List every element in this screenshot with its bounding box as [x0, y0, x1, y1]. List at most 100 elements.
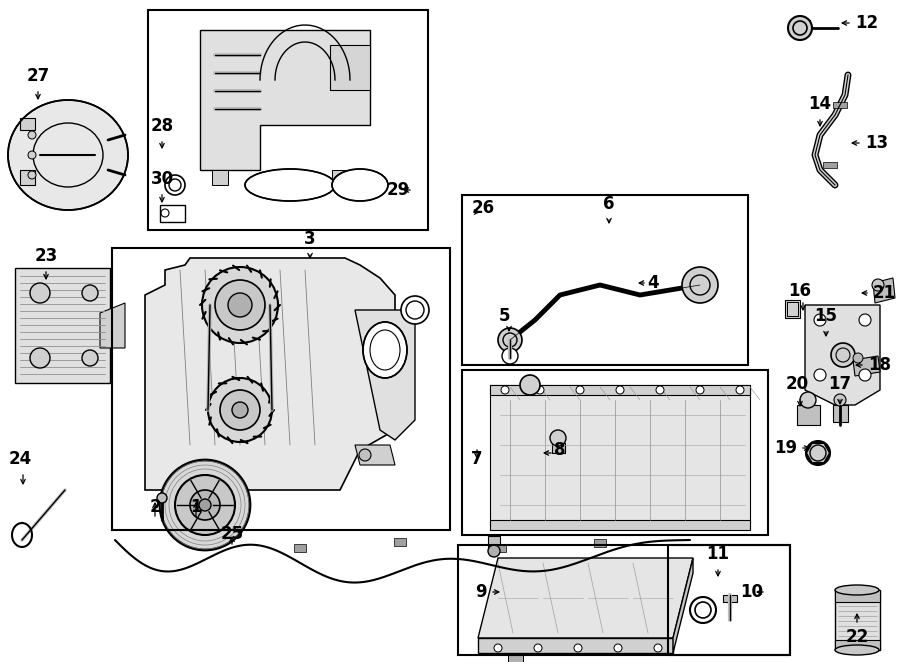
Text: 28: 28 — [150, 117, 174, 135]
Text: 6: 6 — [603, 195, 615, 213]
Ellipse shape — [160, 460, 250, 550]
Ellipse shape — [614, 644, 622, 652]
Ellipse shape — [814, 314, 826, 326]
Polygon shape — [478, 638, 673, 653]
Ellipse shape — [401, 296, 429, 324]
Ellipse shape — [536, 386, 544, 394]
Text: 26: 26 — [472, 199, 495, 217]
Ellipse shape — [28, 131, 36, 139]
Text: 9: 9 — [475, 583, 487, 601]
Text: 11: 11 — [706, 545, 730, 563]
Ellipse shape — [696, 386, 704, 394]
Ellipse shape — [215, 280, 265, 330]
Polygon shape — [330, 45, 370, 90]
Polygon shape — [20, 118, 35, 130]
Ellipse shape — [175, 475, 235, 535]
Ellipse shape — [831, 343, 855, 367]
Ellipse shape — [208, 378, 272, 442]
Polygon shape — [294, 544, 306, 552]
Polygon shape — [490, 385, 750, 395]
Ellipse shape — [28, 151, 36, 159]
Text: 5: 5 — [499, 307, 509, 325]
Ellipse shape — [534, 644, 542, 652]
Text: 16: 16 — [788, 282, 812, 300]
Bar — [462, 195, 748, 365]
Ellipse shape — [576, 386, 584, 394]
Text: 19: 19 — [774, 439, 797, 457]
Ellipse shape — [363, 322, 407, 378]
Text: 24: 24 — [8, 450, 32, 468]
Polygon shape — [490, 520, 750, 530]
Ellipse shape — [574, 644, 582, 652]
Polygon shape — [835, 640, 880, 650]
Text: 3: 3 — [304, 230, 316, 248]
Ellipse shape — [788, 16, 812, 40]
Polygon shape — [805, 305, 880, 405]
Text: 4: 4 — [647, 274, 659, 292]
Ellipse shape — [8, 100, 128, 210]
Ellipse shape — [859, 314, 871, 326]
Ellipse shape — [502, 348, 518, 364]
Polygon shape — [488, 536, 500, 548]
Ellipse shape — [190, 490, 220, 520]
Text: 29: 29 — [387, 181, 410, 199]
Polygon shape — [552, 443, 565, 453]
Text: 1: 1 — [190, 498, 202, 516]
Text: 8: 8 — [554, 441, 565, 459]
Text: 23: 23 — [34, 247, 58, 265]
Polygon shape — [833, 102, 847, 108]
Text: 22: 22 — [845, 628, 868, 646]
Ellipse shape — [859, 369, 871, 381]
Ellipse shape — [806, 441, 830, 465]
Polygon shape — [798, 20, 810, 28]
Ellipse shape — [682, 267, 718, 303]
Polygon shape — [272, 170, 288, 185]
Text: 27: 27 — [26, 67, 50, 85]
Bar — [668, 545, 790, 655]
Text: 14: 14 — [808, 95, 832, 113]
Text: 20: 20 — [786, 375, 808, 393]
Ellipse shape — [30, 283, 50, 303]
Polygon shape — [332, 170, 348, 185]
Text: 18: 18 — [868, 356, 891, 374]
Ellipse shape — [82, 285, 98, 301]
Ellipse shape — [800, 392, 816, 408]
Ellipse shape — [359, 449, 371, 461]
Polygon shape — [494, 544, 506, 552]
Polygon shape — [594, 539, 606, 547]
Polygon shape — [145, 258, 395, 490]
Polygon shape — [200, 30, 370, 170]
Ellipse shape — [488, 545, 500, 557]
Polygon shape — [873, 278, 895, 303]
Ellipse shape — [656, 386, 664, 394]
Polygon shape — [100, 303, 125, 348]
Polygon shape — [823, 162, 837, 168]
Text: 13: 13 — [865, 134, 888, 152]
Ellipse shape — [654, 644, 662, 652]
Text: 21: 21 — [873, 284, 896, 302]
Ellipse shape — [834, 394, 846, 406]
Polygon shape — [835, 590, 880, 650]
Ellipse shape — [498, 328, 522, 352]
Polygon shape — [212, 170, 228, 185]
Polygon shape — [490, 385, 750, 525]
Polygon shape — [673, 558, 693, 653]
Text: 30: 30 — [150, 170, 174, 188]
Polygon shape — [853, 356, 880, 376]
Polygon shape — [797, 405, 820, 425]
Bar — [148, 10, 428, 230]
Ellipse shape — [332, 169, 388, 201]
Ellipse shape — [232, 402, 248, 418]
Ellipse shape — [501, 386, 509, 394]
Ellipse shape — [853, 353, 863, 363]
Ellipse shape — [157, 493, 167, 503]
Ellipse shape — [814, 369, 826, 381]
Polygon shape — [394, 538, 406, 546]
Polygon shape — [478, 558, 693, 638]
Ellipse shape — [550, 430, 566, 446]
Ellipse shape — [872, 279, 884, 291]
Ellipse shape — [520, 375, 540, 395]
Text: 7: 7 — [472, 450, 482, 468]
Polygon shape — [355, 445, 395, 465]
Ellipse shape — [245, 169, 335, 201]
